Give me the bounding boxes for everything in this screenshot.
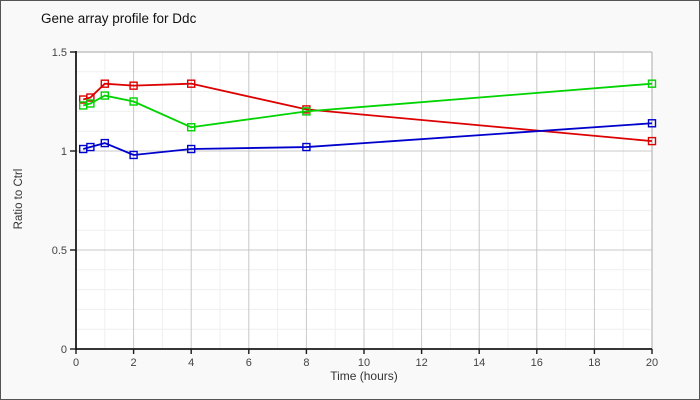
chart-title: Gene array profile for Ddc: [41, 11, 197, 26]
y-tick-label: 0: [61, 344, 67, 356]
x-tick-label: 18: [588, 357, 600, 369]
y-tick-label: 1.5: [52, 47, 67, 59]
data-point-marker-red-series: [186, 79, 196, 88]
data-point-marker-green-series: [302, 107, 311, 116]
x-tick-label: 8: [303, 357, 309, 369]
data-point-marker-green-series: [86, 99, 95, 108]
data-point-marker-blue-series: [129, 150, 138, 160]
data-point-marker-green-series: [100, 91, 110, 100]
data-point-marker-blue-series: [86, 142, 95, 152]
data-point-marker-blue-series: [186, 144, 196, 154]
y-axis-title: Ratio to Ctrl: [13, 168, 25, 230]
data-point-marker-red-series: [129, 81, 138, 90]
series-line-green-series: [82, 82, 653, 129]
data-point-marker-green-series: [129, 97, 138, 106]
y-tick-label: 1: [61, 146, 67, 158]
y-tick-label: 0.5: [52, 245, 67, 257]
x-tick-label: 12: [415, 357, 427, 369]
series-line-red-series: [82, 82, 653, 142]
data-point-marker-green-series: [186, 123, 196, 132]
x-tick-label: 2: [131, 357, 137, 369]
x-axis-title: Time (hours): [330, 369, 398, 383]
data-point-marker-blue-series: [100, 138, 110, 148]
x-tick-label: 16: [531, 357, 543, 369]
x-tick-label: 14: [473, 357, 485, 369]
x-tick-label: 20: [646, 357, 658, 369]
x-tick-label: 0: [73, 357, 79, 369]
data-point-marker-red-series: [647, 136, 657, 146]
data-point-marker-green-series: [647, 79, 657, 88]
series-line-blue-series: [82, 122, 653, 156]
data-point-marker-blue-series: [647, 119, 657, 128]
x-tick-label: 4: [188, 357, 194, 369]
data-point-marker-red-series: [86, 93, 95, 102]
data-point-marker-red-series: [100, 79, 110, 88]
x-tick-label: 10: [358, 357, 370, 369]
x-tick-label: 6: [246, 357, 252, 369]
data-point-marker-blue-series: [302, 142, 311, 152]
